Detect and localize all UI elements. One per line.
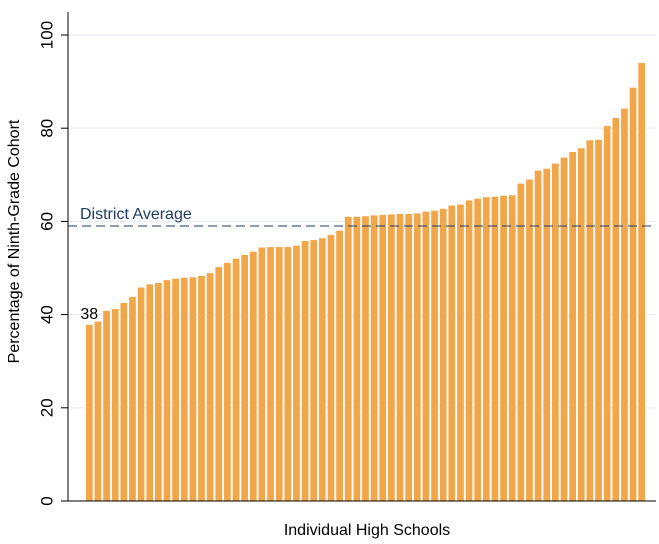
- bar: [491, 196, 499, 501]
- y-tick-label: 60: [37, 212, 56, 231]
- bar: [517, 183, 525, 502]
- bar-annotation: 38: [80, 306, 98, 323]
- bar: [500, 195, 507, 501]
- bar: [353, 216, 361, 502]
- bar: [474, 198, 482, 502]
- bar: [457, 204, 464, 501]
- bar: [267, 247, 274, 501]
- bar: [206, 273, 214, 501]
- bar: [189, 277, 197, 501]
- bar: [336, 230, 343, 501]
- bar: [396, 213, 404, 501]
- bar: [448, 205, 456, 501]
- bar: [603, 125, 611, 502]
- bar: [249, 251, 257, 501]
- y-tick-label: 80: [37, 119, 56, 138]
- bar: [629, 87, 637, 502]
- bar: [129, 296, 136, 501]
- bar: [310, 240, 318, 502]
- y-tick-label: 20: [37, 398, 56, 417]
- labels: Percentage of Ninth-Grade Cohort Individ…: [6, 0, 659, 539]
- bar: [413, 213, 421, 501]
- bar: [577, 148, 585, 501]
- bar: [465, 200, 473, 501]
- bar: [344, 216, 352, 502]
- bar: [612, 117, 620, 501]
- bar: [224, 262, 231, 501]
- bar: [388, 214, 395, 501]
- bar: [241, 254, 249, 501]
- bar: [275, 247, 283, 501]
- bar: [215, 267, 223, 501]
- bar: [526, 179, 533, 501]
- bar: [431, 210, 438, 501]
- bar: [284, 247, 292, 501]
- bar: [146, 284, 154, 501]
- bar: [163, 280, 171, 501]
- bar: [370, 215, 378, 502]
- y-axis-title: Percentage of Ninth-Grade Cohort: [6, 119, 23, 363]
- bar: [379, 214, 387, 501]
- bar: [293, 245, 300, 501]
- bar: [482, 197, 490, 501]
- x-axis-title: Individual High Schools: [284, 522, 450, 539]
- bar: [301, 240, 309, 502]
- bar: [638, 62, 646, 502]
- bar: [595, 139, 602, 501]
- bar: [120, 302, 128, 501]
- y-tick-label: 0: [37, 496, 56, 505]
- y-tick-label: 40: [37, 305, 56, 324]
- bar: [232, 258, 240, 501]
- district-average-label: District Average: [80, 206, 192, 223]
- bar: [586, 140, 594, 502]
- bar: [543, 168, 551, 501]
- bar: [137, 287, 145, 501]
- bar: [111, 309, 119, 501]
- bar: [94, 321, 102, 501]
- bar: [198, 275, 205, 501]
- bar: [621, 108, 628, 502]
- axes: 0 20 40 60 80 100: [37, 12, 656, 506]
- bar: [172, 278, 179, 501]
- bar: [422, 211, 430, 501]
- bar: [258, 247, 266, 501]
- bar: [552, 163, 559, 501]
- bar: [154, 282, 162, 501]
- bar: [327, 234, 335, 501]
- bars: [85, 62, 646, 502]
- bar: [405, 213, 413, 501]
- bar: [180, 277, 188, 501]
- bar: [534, 170, 542, 501]
- bar: [318, 238, 326, 501]
- bar: [85, 324, 93, 501]
- bar: [439, 208, 447, 501]
- bar: [362, 216, 369, 502]
- y-tick-label: 100: [37, 21, 56, 49]
- bar: [103, 310, 110, 501]
- bar: [560, 157, 568, 502]
- bar: [508, 195, 516, 501]
- bar: [569, 151, 577, 501]
